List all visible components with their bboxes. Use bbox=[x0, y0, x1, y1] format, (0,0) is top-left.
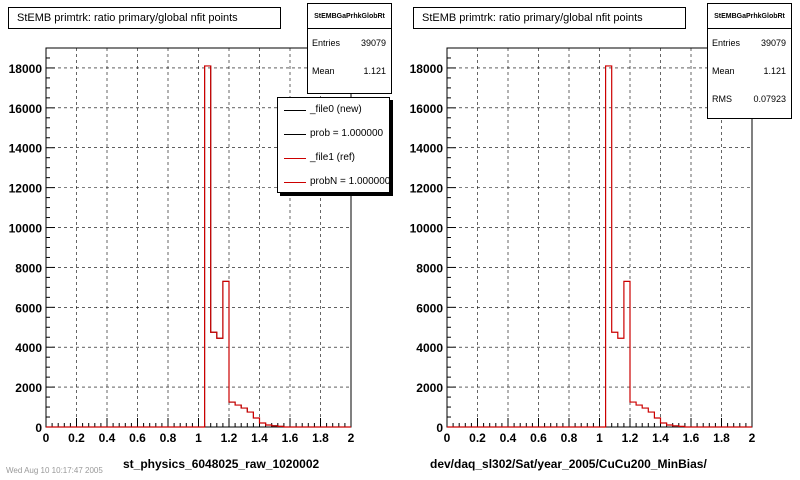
y-tick-label: 8000 bbox=[416, 261, 443, 275]
x-tick-label: 1.2 bbox=[622, 431, 639, 445]
y-tick-label: 14000 bbox=[9, 142, 43, 156]
stats-value: 39079 bbox=[360, 38, 386, 48]
stats-label: RMS bbox=[712, 94, 732, 104]
y-tick-label: 10000 bbox=[410, 222, 444, 236]
histogram-series-0 bbox=[447, 65, 752, 428]
legend-label: _file0 (new) bbox=[310, 104, 362, 115]
stats-label: Mean bbox=[312, 66, 335, 76]
stats-header: StEMBGaPrhkGlobRt bbox=[708, 4, 791, 29]
stats-label: Entries bbox=[312, 38, 341, 48]
y-tick-label: 2000 bbox=[416, 381, 443, 395]
x-axis-label-right: dev/daq_sl302/Sat/year_2005/CuCu200_MinB… bbox=[430, 457, 707, 471]
stats-value: 1.121 bbox=[763, 66, 786, 76]
legend-label: probN = 1.000000 bbox=[310, 176, 389, 187]
x-tick-label: 0 bbox=[43, 431, 50, 445]
x-tick-label: 0.6 bbox=[129, 431, 146, 445]
x-tick-label: 1.8 bbox=[312, 431, 329, 445]
stats-row-rms: RMS 0.07923 bbox=[708, 85, 791, 113]
legend-line-red bbox=[284, 158, 306, 159]
y-tick-label: 12000 bbox=[9, 182, 43, 196]
x-tick-label: 1.6 bbox=[683, 431, 700, 445]
stats-header: StEMBGaPrhkGlobRt bbox=[308, 4, 391, 29]
legend-entry: _file1 (ref) bbox=[278, 146, 389, 170]
stats-row-mean: Mean 1.121 bbox=[708, 57, 791, 85]
x-tick-label: 2 bbox=[348, 431, 355, 445]
y-tick-label: 14000 bbox=[410, 142, 444, 156]
legend-entry: probN = 1.000000 bbox=[278, 170, 389, 194]
legend-label: _file1 (ref) bbox=[310, 152, 356, 163]
stats-label: Mean bbox=[712, 66, 735, 76]
stats-label: Entries bbox=[712, 38, 741, 48]
x-tick-label: 1 bbox=[195, 431, 202, 445]
y-tick-label: 12000 bbox=[410, 182, 444, 196]
y-tick-label: 16000 bbox=[9, 102, 43, 116]
plot-title-left: StEMB primtrk: ratio primary/global nfit… bbox=[8, 7, 281, 29]
histogram-series-1 bbox=[46, 65, 351, 428]
y-tick-label: 6000 bbox=[15, 301, 42, 315]
timestamp-footer: Wed Aug 10 10:17:47 2005 bbox=[6, 466, 103, 475]
stats-value: 0.07923 bbox=[753, 94, 786, 104]
x-tick-label: 0.8 bbox=[561, 431, 578, 445]
x-tick-label: 0.2 bbox=[469, 431, 486, 445]
stats-value: 1.121 bbox=[363, 66, 386, 76]
x-tick-label: 0 bbox=[444, 431, 451, 445]
x-tick-label: 2 bbox=[749, 431, 756, 445]
x-axis-label-left: st_physics_6048025_raw_1020002 bbox=[123, 457, 320, 471]
y-tick-label: 16000 bbox=[410, 102, 444, 116]
stats-box-right: StEMBGaPrhkGlobRt Entries 39079 Mean 1.1… bbox=[707, 3, 792, 119]
legend-box: _file0 (new) prob = 1.000000 _file1 (ref… bbox=[277, 97, 390, 193]
legend-label: prob = 1.000000 bbox=[310, 128, 384, 139]
plot-frame bbox=[446, 47, 753, 428]
x-tick-label: 0.8 bbox=[160, 431, 177, 445]
y-tick-label: 4000 bbox=[416, 341, 443, 355]
y-tick-label: 4000 bbox=[15, 341, 42, 355]
y-tick-label: 0 bbox=[35, 421, 42, 435]
x-tick-label: 0.2 bbox=[68, 431, 85, 445]
x-tick-label: 1.8 bbox=[713, 431, 730, 445]
x-tick-label: 0.4 bbox=[500, 431, 517, 445]
x-tick-label: 0.6 bbox=[530, 431, 547, 445]
stats-row-mean: Mean 1.121 bbox=[308, 57, 391, 85]
y-tick-label: 10000 bbox=[9, 222, 43, 236]
legend-entry: prob = 1.000000 bbox=[278, 122, 389, 146]
y-tick-label: 6000 bbox=[416, 301, 443, 315]
x-tick-label: 1.2 bbox=[221, 431, 238, 445]
y-tick-label: 0 bbox=[436, 421, 443, 435]
y-tick-label: 18000 bbox=[410, 62, 444, 76]
legend-line-black bbox=[284, 134, 306, 135]
x-tick-label: 1.4 bbox=[251, 431, 268, 445]
y-tick-label: 8000 bbox=[15, 261, 42, 275]
legend-line-red bbox=[284, 182, 306, 183]
stats-row-entries: Entries 39079 bbox=[308, 29, 391, 57]
x-tick-label: 1 bbox=[596, 431, 603, 445]
stats-row-entries: Entries 39079 bbox=[708, 29, 791, 57]
x-tick-label: 1.6 bbox=[282, 431, 299, 445]
legend-line-black bbox=[284, 110, 306, 111]
legend-entry: _file0 (new) bbox=[278, 98, 389, 122]
x-tick-label: 1.4 bbox=[652, 431, 669, 445]
stats-box-left: StEMBGaPrhkGlobRt Entries 39079 Mean 1.1… bbox=[307, 3, 392, 94]
plot-title-right: StEMB primtrk: ratio primary/global nfit… bbox=[413, 7, 686, 29]
x-tick-label: 0.4 bbox=[99, 431, 116, 445]
y-tick-label: 2000 bbox=[15, 381, 42, 395]
stats-value: 39079 bbox=[760, 38, 786, 48]
y-tick-label: 18000 bbox=[9, 62, 43, 76]
